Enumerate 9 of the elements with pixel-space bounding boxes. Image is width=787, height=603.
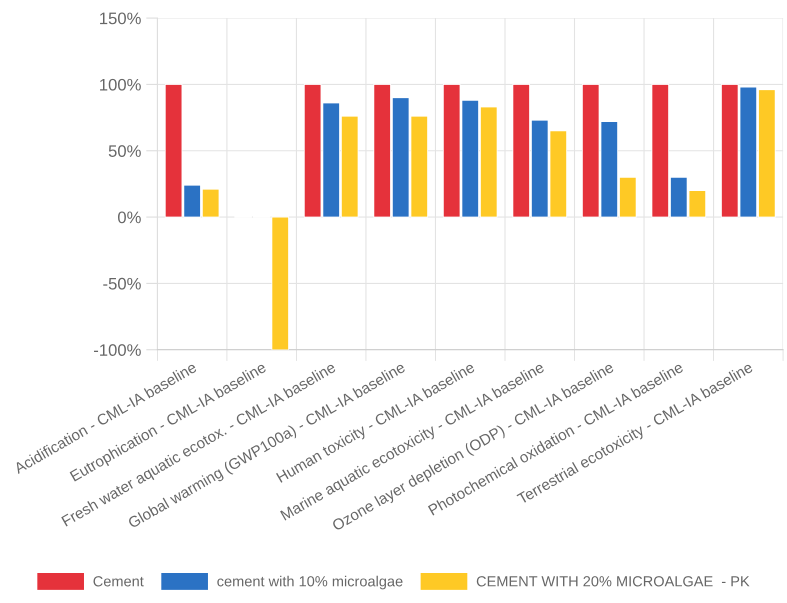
legend-label: CEMENT WITH 20% MICROALGAE - PK — [476, 576, 750, 586]
y-tick-label: 150% — [100, 12, 141, 24]
y-tick-label: 100% — [100, 78, 141, 91]
y-tick-label: 0% — [118, 211, 141, 224]
y-tick-label: 50% — [108, 145, 141, 157]
legend-label: cement with 10% microalgae — [217, 576, 402, 590]
legend-label: Cement — [93, 576, 144, 586]
y-tick-label: -50% — [103, 278, 141, 290]
y-tick-label: -100% — [94, 344, 141, 356]
